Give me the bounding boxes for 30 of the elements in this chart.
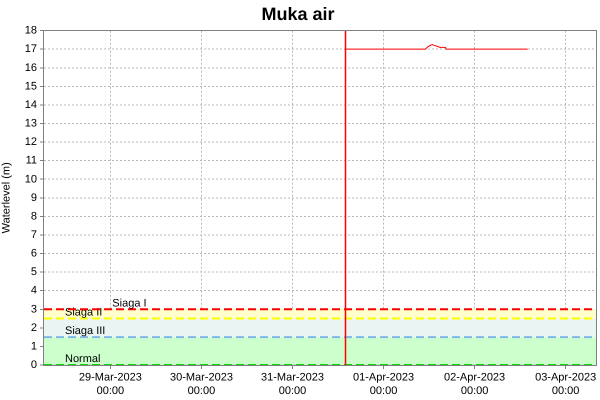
y-tick-label: 18 bbox=[24, 24, 37, 37]
y-tick-label: 12 bbox=[24, 136, 37, 148]
y-tick-label: 6 bbox=[30, 248, 37, 260]
x-tick-label: 31-Mar-2023 00:00 bbox=[261, 372, 324, 397]
ref-line-label: Normal bbox=[65, 353, 100, 365]
y-tick-label: 0 bbox=[30, 359, 37, 372]
y-tick-label: 1 bbox=[30, 340, 37, 352]
x-tick-label: 03-Apr-2023 00:00 bbox=[535, 372, 596, 397]
y-tick-label: 10 bbox=[24, 173, 37, 186]
x-tick-label: 01-Apr-2023 00:00 bbox=[352, 372, 414, 397]
y-tick-label: 8 bbox=[30, 210, 37, 222]
ref-line-label: Siaga III bbox=[65, 325, 106, 338]
y-tick-label: 3 bbox=[30, 303, 37, 316]
y-tick-label: 15 bbox=[24, 80, 37, 92]
x-tick-label: 29-Mar-2023 00:00 bbox=[78, 372, 142, 397]
ref-line-label: Siaga I bbox=[112, 297, 147, 310]
y-tick-label: 14 bbox=[24, 98, 37, 111]
y-tick-label: 2 bbox=[30, 322, 37, 334]
y-tick-label: 9 bbox=[30, 192, 37, 204]
y-tick-label: 13 bbox=[24, 118, 37, 130]
y-tick-label: 11 bbox=[26, 154, 37, 167]
y-axis-title: Waterlevel (m) bbox=[0, 162, 13, 234]
y-tick-label: 4 bbox=[30, 284, 37, 297]
x-tick-label: 02-Apr-2023 00:00 bbox=[444, 372, 506, 397]
y-tick-label: 7 bbox=[30, 228, 37, 241]
y-tick-label: 16 bbox=[24, 62, 37, 74]
x-tick-label: 30-Mar-2023 00:00 bbox=[170, 372, 233, 397]
y-tick-label: 17 bbox=[24, 43, 37, 56]
chart-title: Muka air bbox=[261, 4, 335, 24]
y-tick-label: 5 bbox=[30, 266, 37, 278]
